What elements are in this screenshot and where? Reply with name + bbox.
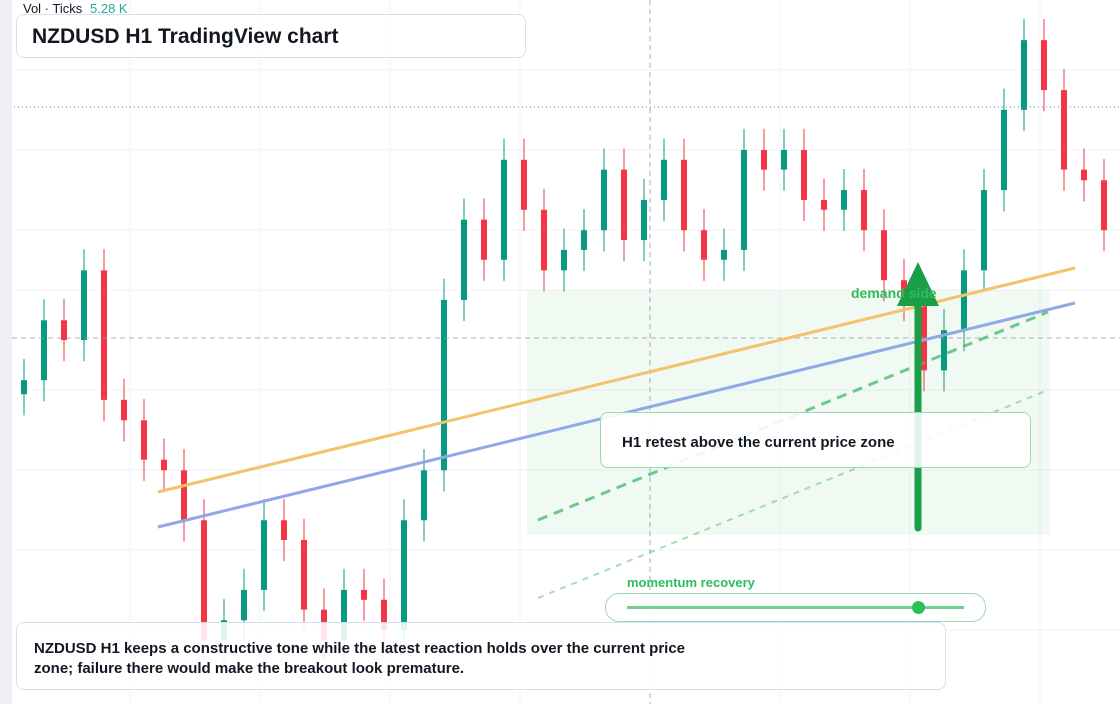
candle-body — [301, 539, 307, 610]
candle-body — [41, 320, 47, 381]
candle-body — [481, 219, 487, 260]
vol-value: 5.28 K — [90, 1, 128, 16]
candle-body — [341, 589, 347, 640]
candle-body — [641, 199, 647, 241]
candle-body — [761, 149, 767, 170]
title-box: NZDUSD H1 TradingView chart — [16, 14, 526, 58]
candle-body — [721, 249, 727, 260]
candle-body — [941, 330, 947, 371]
candle-body — [841, 190, 847, 210]
candle-body — [861, 190, 867, 231]
candle-body — [261, 520, 267, 590]
candle-body — [881, 230, 887, 281]
candle-body — [161, 459, 167, 471]
slider[interactable] — [605, 593, 986, 622]
candle-body — [961, 270, 967, 331]
candle-body — [101, 270, 107, 400]
candle-body — [441, 299, 447, 471]
candle-body — [241, 589, 247, 621]
candle-body — [381, 599, 387, 631]
candle-body — [201, 520, 207, 640]
candle-body — [701, 230, 707, 260]
candle-body — [601, 169, 607, 231]
candle-body — [21, 380, 27, 395]
candle-body — [821, 199, 827, 210]
candle-body — [521, 159, 527, 210]
candle-body — [401, 520, 407, 631]
candle-body — [921, 299, 927, 371]
slider-track — [627, 606, 964, 609]
candle-body — [801, 149, 807, 200]
candle-body — [781, 149, 787, 170]
slider-label: momentum recovery — [627, 575, 755, 590]
callout: H1 retest above the current price zone — [622, 434, 895, 451]
candle-body — [581, 230, 587, 250]
left-strip — [0, 0, 12, 704]
candle-body — [421, 470, 427, 521]
slider-knob[interactable] — [912, 601, 925, 614]
note: NZDUSD H1 keeps a constructive tone whil… — [34, 640, 686, 677]
candle-body — [181, 470, 187, 521]
title: NZDUSD H1 TradingView chart — [32, 25, 339, 48]
candle-body — [681, 159, 687, 231]
candle-body — [121, 399, 127, 421]
candle-body — [81, 270, 87, 341]
candle-body — [541, 209, 547, 271]
candle-body — [1061, 90, 1067, 170]
note-box: NZDUSD H1 keeps a constructive tone whil… — [16, 622, 946, 690]
candle-body — [621, 169, 627, 241]
candle-body — [1081, 169, 1087, 181]
zone-label: demand side — [851, 285, 937, 301]
candle-body — [61, 320, 67, 341]
candle-body — [1101, 180, 1107, 231]
candle-body — [361, 589, 367, 600]
arrow-head — [897, 262, 939, 306]
candle-body — [561, 249, 567, 271]
candle-body — [141, 420, 147, 460]
callout-box: H1 retest above the current price zone — [600, 412, 1031, 468]
candle-body — [501, 159, 507, 260]
vol-label: Vol · Ticks — [23, 1, 83, 16]
candle-body — [281, 520, 287, 540]
candle-body — [1041, 40, 1047, 91]
candle-body — [461, 219, 467, 300]
candle-body — [901, 280, 907, 300]
candle-body — [981, 190, 987, 271]
candle-body — [1001, 109, 1007, 191]
candle-body — [1021, 40, 1027, 110]
candle-body — [741, 149, 747, 250]
candle-body — [661, 159, 667, 200]
